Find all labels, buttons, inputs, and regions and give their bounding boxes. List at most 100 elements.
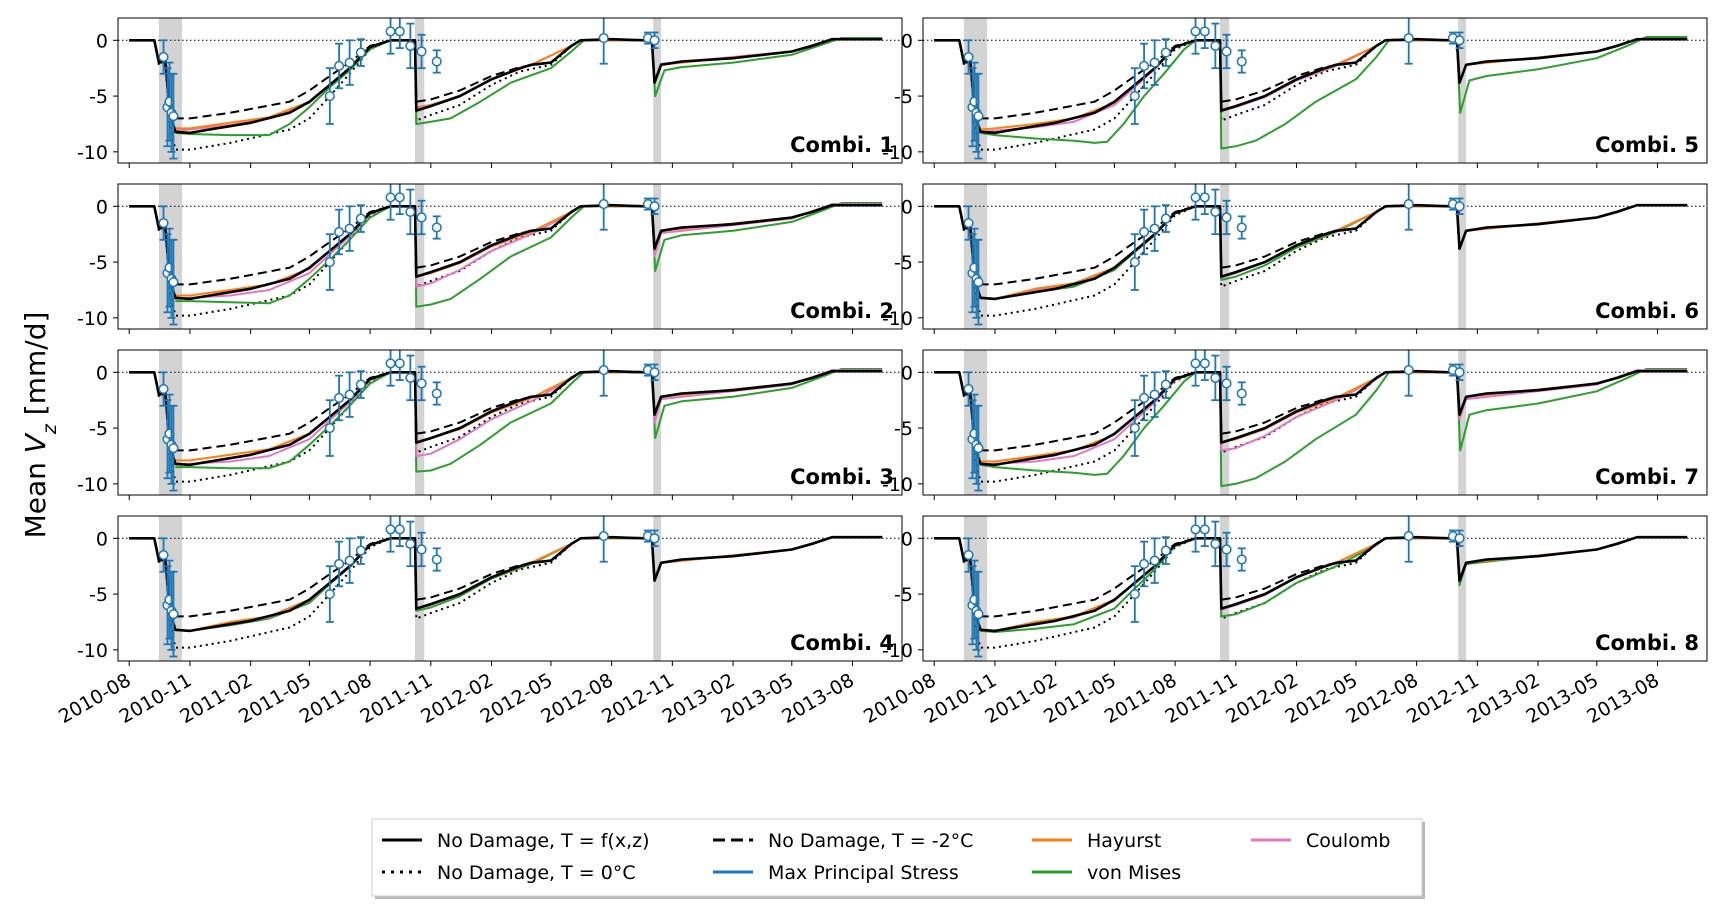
observation-point xyxy=(1236,215,1247,240)
observation-point xyxy=(967,233,978,314)
y-tick-label: 0 xyxy=(901,528,913,550)
axes-frame xyxy=(922,349,1708,496)
observation-point xyxy=(1139,374,1150,422)
series-no-damage-0c xyxy=(934,204,1688,317)
legend-label: No Damage, T = f(x,z) xyxy=(437,830,650,852)
series-no-damage-0c xyxy=(934,370,1688,483)
legend-label: Max Principal Stress xyxy=(768,862,959,884)
observation-point xyxy=(344,371,355,418)
y-tick-label: -5 xyxy=(89,252,108,274)
series-von-mises xyxy=(175,368,883,473)
axes-frame xyxy=(117,349,903,496)
y-tick-label: -5 xyxy=(89,584,108,606)
observation-point xyxy=(1160,370,1171,399)
observation-point xyxy=(1190,18,1201,55)
observation-point xyxy=(598,18,609,65)
observation-point xyxy=(168,570,179,658)
shaded-period xyxy=(1458,184,1467,329)
observation-point xyxy=(324,565,335,623)
observation-point xyxy=(1149,39,1160,86)
series-no-damage-fxz xyxy=(129,203,883,301)
observation-point xyxy=(1129,233,1140,291)
observation-point xyxy=(649,31,660,50)
y-tick-label: 0 xyxy=(96,362,108,384)
axes-frame xyxy=(922,183,1708,330)
observation-point xyxy=(1139,208,1150,256)
observation-point xyxy=(1199,18,1210,50)
observation-point xyxy=(1403,350,1414,397)
y-tick-label: 0 xyxy=(901,196,913,218)
observation-point xyxy=(405,22,416,70)
plot-area xyxy=(118,350,902,495)
series-no-damage-0c xyxy=(129,38,883,151)
observation-point xyxy=(385,184,396,221)
observation-point xyxy=(355,38,366,67)
shaded-period xyxy=(414,516,425,661)
observation-point xyxy=(598,350,609,397)
y-tick-label: -10 xyxy=(882,474,913,496)
panel-label: Combi. 8 xyxy=(1595,631,1699,655)
observation-point xyxy=(1221,531,1232,568)
observation-point xyxy=(324,233,335,291)
observation-point xyxy=(1210,354,1221,402)
observation-point xyxy=(1447,529,1458,543)
plot-area xyxy=(118,516,902,661)
observation-point xyxy=(168,404,179,492)
observation-point xyxy=(973,72,984,160)
shaded-period xyxy=(653,184,662,329)
panel-label: Combi. 7 xyxy=(1595,465,1699,489)
observation-point xyxy=(1139,540,1150,588)
observation-point xyxy=(1210,22,1221,70)
observation-point xyxy=(598,184,609,231)
legend-label: No Damage, T = 0°C xyxy=(437,862,636,884)
series-von-mises xyxy=(980,36,1688,150)
observation-point xyxy=(1129,399,1140,457)
y-tick-label: -10 xyxy=(77,142,108,164)
observation-point xyxy=(642,363,653,377)
observation-point xyxy=(344,537,355,584)
observation-point xyxy=(1210,520,1221,568)
legend-item: von Mises xyxy=(1032,862,1181,884)
series-no-damage-fxz xyxy=(934,203,1688,301)
observation-point xyxy=(649,363,660,382)
plot-area xyxy=(118,18,902,163)
observation-point xyxy=(1403,184,1414,231)
observation-point xyxy=(416,33,427,70)
observation-point xyxy=(394,184,405,216)
observation-point xyxy=(1447,197,1458,211)
shaded-period xyxy=(653,516,662,661)
observation-point xyxy=(355,204,366,233)
plot-area xyxy=(118,184,902,329)
series-no-damage-0c xyxy=(129,204,883,317)
panel: Combi. 5 0 -5 -10 xyxy=(882,17,1708,168)
legend-item: No Damage, T = f(x,z) xyxy=(382,830,650,852)
observation-point xyxy=(1236,547,1247,572)
y-tick-label: 0 xyxy=(901,30,913,52)
observation-point xyxy=(649,197,660,216)
y-tick-label: -10 xyxy=(882,308,913,330)
observation-point xyxy=(1139,42,1150,90)
observation-point xyxy=(1454,529,1465,548)
legend-item: No Damage, T = -2°C xyxy=(713,830,973,852)
y-tick-label: 0 xyxy=(96,528,108,550)
observation-point xyxy=(385,516,396,553)
axes-frame xyxy=(922,17,1708,164)
series-no-damage-fxz xyxy=(934,37,1688,135)
y-tick-label: 0 xyxy=(96,30,108,52)
shaded-period xyxy=(653,350,662,495)
observation-point xyxy=(1149,205,1160,252)
series-von-mises xyxy=(980,368,1688,488)
plot-area xyxy=(923,18,1707,163)
observation-point xyxy=(973,570,984,658)
observation-point xyxy=(431,547,442,572)
observation-point xyxy=(431,215,442,240)
observation-point xyxy=(344,39,355,86)
y-axis-label: Mean Vz [mm/d] xyxy=(19,312,61,539)
legend-label: Hayurst xyxy=(1087,830,1161,852)
observation-point xyxy=(168,72,179,160)
plot-area xyxy=(923,350,1707,495)
shaded-period xyxy=(1219,184,1230,329)
observation-point xyxy=(405,188,416,236)
y-tick-label: 0 xyxy=(901,362,913,384)
